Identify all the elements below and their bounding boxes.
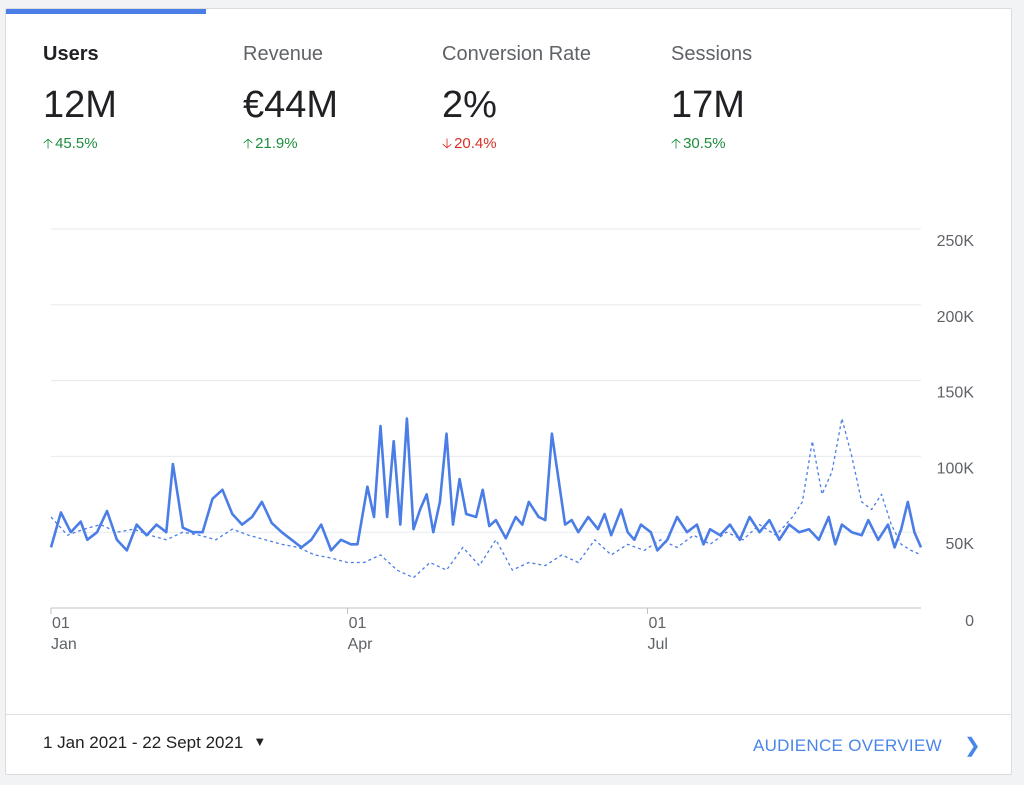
card-footer: 1 Jan 2021 - 22 Sept 2021 ▼ AUDIENCE OVER… [6, 714, 1011, 774]
arrow-up-icon: 🡡 [671, 135, 682, 151]
arrow-down-icon: 🡣 [442, 135, 453, 151]
metric-value: 2% [442, 84, 497, 126]
x-tick-label: Jul [647, 636, 667, 653]
y-tick-label: 200K [937, 309, 975, 326]
active-tab-indicator [6, 9, 206, 14]
metric-change: 🡡 21.9% [243, 133, 443, 154]
audience-overview-label: AUDIENCE OVERVIEW [752, 736, 942, 755]
y-tick-label: 0 [965, 613, 974, 630]
x-tick-label: 01 [648, 615, 666, 632]
metric-tab-users[interactable]: Users 12M 🡡 45.5% [43, 39, 243, 154]
arrow-up-icon: 🡡 [243, 135, 254, 151]
audience-overview-link[interactable]: AUDIENCE OVERVIEW ❯ [753, 733, 981, 758]
date-range-selector[interactable]: 1 Jan 2021 - 22 Sept 2021 ▼ [43, 733, 266, 753]
comparison-series-line [50, 417, 922, 579]
caret-down-icon: ▼ [253, 734, 267, 749]
metric-tab-sessions[interactable]: Sessions 17M 🡡 30.5% [671, 39, 871, 154]
x-tick-label: 01 [52, 615, 70, 632]
metric-change-value: 21.9% [255, 135, 298, 152]
x-tick-label: 01 [349, 615, 367, 632]
x-tick-label: Apr [348, 636, 374, 653]
arrow-up-icon: 🡡 [43, 135, 54, 151]
metric-name: Users [43, 43, 99, 65]
x-tick-label: Jan [51, 636, 77, 653]
users-series-line [49, 417, 923, 552]
y-tick-label: 150K [937, 385, 975, 402]
metric-change-value: 30.5% [683, 135, 726, 152]
users-line-chart: 250K 200K 150K 100K 50K 0 01 Jan 01 Apr 01 Jul [49, 228, 975, 653]
chevron-right-icon: ❯ [963, 735, 981, 757]
metric-change: 🡣 20.4% [442, 133, 642, 154]
metric-value: €44M [243, 84, 339, 126]
audience-card: Users 12M 🡡 45.5% Revenue €44M 🡡 21.9% Con… [5, 8, 1012, 775]
metric-name: Sessions [671, 43, 753, 65]
metric-value: 17M [671, 84, 745, 126]
metric-value: 12M [43, 84, 117, 126]
y-tick-label: 100K [937, 460, 975, 477]
metric-name: Conversion Rate [442, 43, 591, 65]
metric-name: Revenue [243, 43, 324, 65]
date-range-label: 1 Jan 2021 - 22 Sept 2021 [43, 733, 244, 752]
metric-change: 🡡 45.5% [43, 133, 243, 154]
metric-change: 🡡 30.5% [671, 133, 871, 154]
y-tick-label: 50K [946, 536, 975, 553]
metric-tab-revenue[interactable]: Revenue €44M 🡡 21.9% [243, 39, 443, 154]
metric-change-value: 45.5% [55, 135, 98, 152]
y-tick-label: 250K [937, 233, 975, 250]
metric-change-value: 20.4% [454, 135, 497, 152]
metric-tab-conversion-rate[interactable]: Conversion Rate 2% 🡣 20.4% [442, 39, 642, 154]
